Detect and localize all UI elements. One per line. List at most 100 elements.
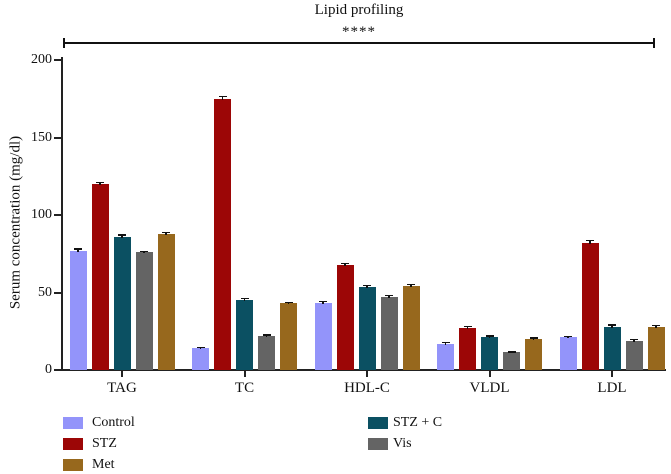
error-cap-control-tc	[196, 346, 205, 349]
bar-control-ldl	[559, 337, 577, 370]
legend-swatch-met	[63, 459, 83, 471]
legend-swatch-vis	[368, 438, 388, 450]
error-cap-vis-tc	[262, 334, 271, 336]
bar-stz-ldl	[581, 242, 599, 370]
error-cap-stz-hdl-c	[341, 263, 349, 265]
chart-title: Lipid profiling	[314, 2, 404, 18]
bar-stz-vldl	[459, 328, 476, 370]
bar-stz-c-ldl	[603, 326, 621, 370]
x-tick-mark-tc	[243, 371, 246, 377]
error-bar-control-tag	[77, 248, 79, 252]
error-cap-stz-c-vldl	[485, 335, 494, 337]
x-tick-mark-hdl-c	[366, 371, 368, 377]
error-bar-stz-c-vldl	[488, 335, 491, 339]
error-bar-stz-vldl	[466, 325, 469, 330]
bar-stz-c-vldl	[481, 337, 498, 370]
bar-control-tc	[192, 348, 209, 370]
bar-stz-c-tag	[113, 236, 131, 370]
x-tick-mark-tag	[121, 371, 123, 377]
error-cap-stz-c-hdl-c	[363, 284, 371, 287]
bar-stz-c-hdl-c	[358, 287, 376, 370]
error-cap-control-tag	[74, 248, 82, 250]
legend-label-stz-c: STZ + C	[393, 415, 443, 430]
bar-stz-tag	[91, 184, 109, 370]
y-tick-label-0: 0	[45, 362, 52, 377]
y-tick-mark-200	[54, 59, 61, 61]
bar-vis-vldl	[503, 352, 520, 370]
bar-control-hdl-c	[314, 303, 332, 370]
legend-label-met: Met	[92, 457, 115, 472]
x-axis-line	[61, 369, 666, 371]
error-bar-stz-c-hdl-c	[366, 284, 368, 289]
x-tick-label-hdl-c: HDL-C	[344, 380, 390, 396]
error-bar-stz-c-tag	[121, 234, 123, 238]
error-bar-stz-tag	[99, 181, 101, 185]
error-cap-stz-vldl	[463, 325, 472, 328]
bar-met-hdl-c	[402, 285, 420, 370]
error-cap-stz-tag	[96, 181, 104, 184]
y-tick-mark-50	[54, 291, 61, 294]
error-bar-stz-c-tc	[243, 297, 246, 302]
y-tick-mark-0	[54, 369, 61, 371]
bar-vis-hdl-c	[380, 297, 398, 370]
error-cap-met-tc	[284, 301, 293, 304]
error-cap-vis-vldl	[507, 351, 516, 353]
bar-vis-tag	[135, 252, 153, 370]
error-cap-control-hdl-c	[319, 301, 327, 303]
bar-control-tag	[69, 250, 87, 370]
y-tick-label-200: 200	[31, 52, 52, 67]
error-cap-vis-hdl-c	[385, 294, 393, 297]
y-tick-label-150: 150	[31, 129, 52, 145]
bar-met-tc	[280, 303, 297, 370]
legend-swatch-stz-c	[368, 417, 388, 429]
bar-met-tag	[157, 233, 175, 370]
y-tick-mark-150	[54, 136, 61, 139]
error-cap-vis-ldl	[630, 339, 638, 341]
error-cap-stz-c-tag	[118, 234, 126, 236]
x-tick-label-tc: TC	[234, 380, 255, 396]
error-cap-met-ldl	[652, 325, 660, 327]
bar-stz-tc	[214, 98, 231, 370]
bar-met-vldl	[525, 339, 542, 370]
error-bar-stz-tc	[221, 95, 224, 100]
error-cap-met-tag	[162, 232, 170, 234]
bar-control-vldl	[437, 343, 454, 370]
error-cap-stz-c-ldl	[608, 324, 616, 326]
legend-label-stz: STZ	[92, 436, 117, 451]
x-tick-mark-vldl	[488, 371, 491, 377]
error-cap-stz-ldl	[586, 239, 594, 242]
legend-swatch-control	[63, 417, 83, 429]
error-cap-stz-tc	[218, 95, 227, 98]
error-cap-control-ldl	[564, 335, 572, 338]
significance-bracket-left-cap	[63, 38, 65, 48]
error-cap-control-vldl	[441, 342, 450, 344]
bar-stz-hdl-c	[336, 264, 354, 370]
bar-vis-ldl	[625, 340, 643, 370]
y-tick-mark-100	[54, 214, 61, 216]
error-cap-met-vldl	[529, 337, 538, 339]
significance-asterisks: ****	[342, 24, 376, 40]
error-cap-met-hdl-c	[407, 283, 415, 286]
error-bar-stz-ldl	[589, 239, 591, 244]
error-cap-stz-c-tc	[240, 297, 249, 300]
error-cap-vis-tag	[140, 250, 148, 253]
significance-bracket-line	[63, 42, 655, 44]
x-tick-label-tag: TAG	[107, 380, 137, 396]
x-tick-label-ldl: LDL	[597, 380, 627, 396]
bar-met-ldl	[647, 326, 665, 370]
y-tick-label-50: 50	[38, 284, 52, 300]
legend-label-vis: Vis	[393, 436, 412, 451]
y-axis-line	[61, 57, 63, 371]
significance-bracket-right-cap	[653, 38, 655, 48]
bar-stz-c-tc	[236, 300, 253, 370]
legend-label-control: Control	[92, 415, 135, 430]
error-bar-control-hdl-c	[322, 301, 324, 305]
x-tick-mark-ldl	[611, 371, 613, 377]
y-tick-label-100: 100	[31, 207, 52, 222]
error-bar-vis-hdl-c	[388, 294, 390, 299]
error-bar-stz-c-ldl	[611, 324, 613, 328]
legend-swatch-stz	[63, 438, 83, 450]
x-tick-label-vldl: VLDL	[469, 380, 510, 396]
bar-vis-tc	[258, 335, 275, 370]
